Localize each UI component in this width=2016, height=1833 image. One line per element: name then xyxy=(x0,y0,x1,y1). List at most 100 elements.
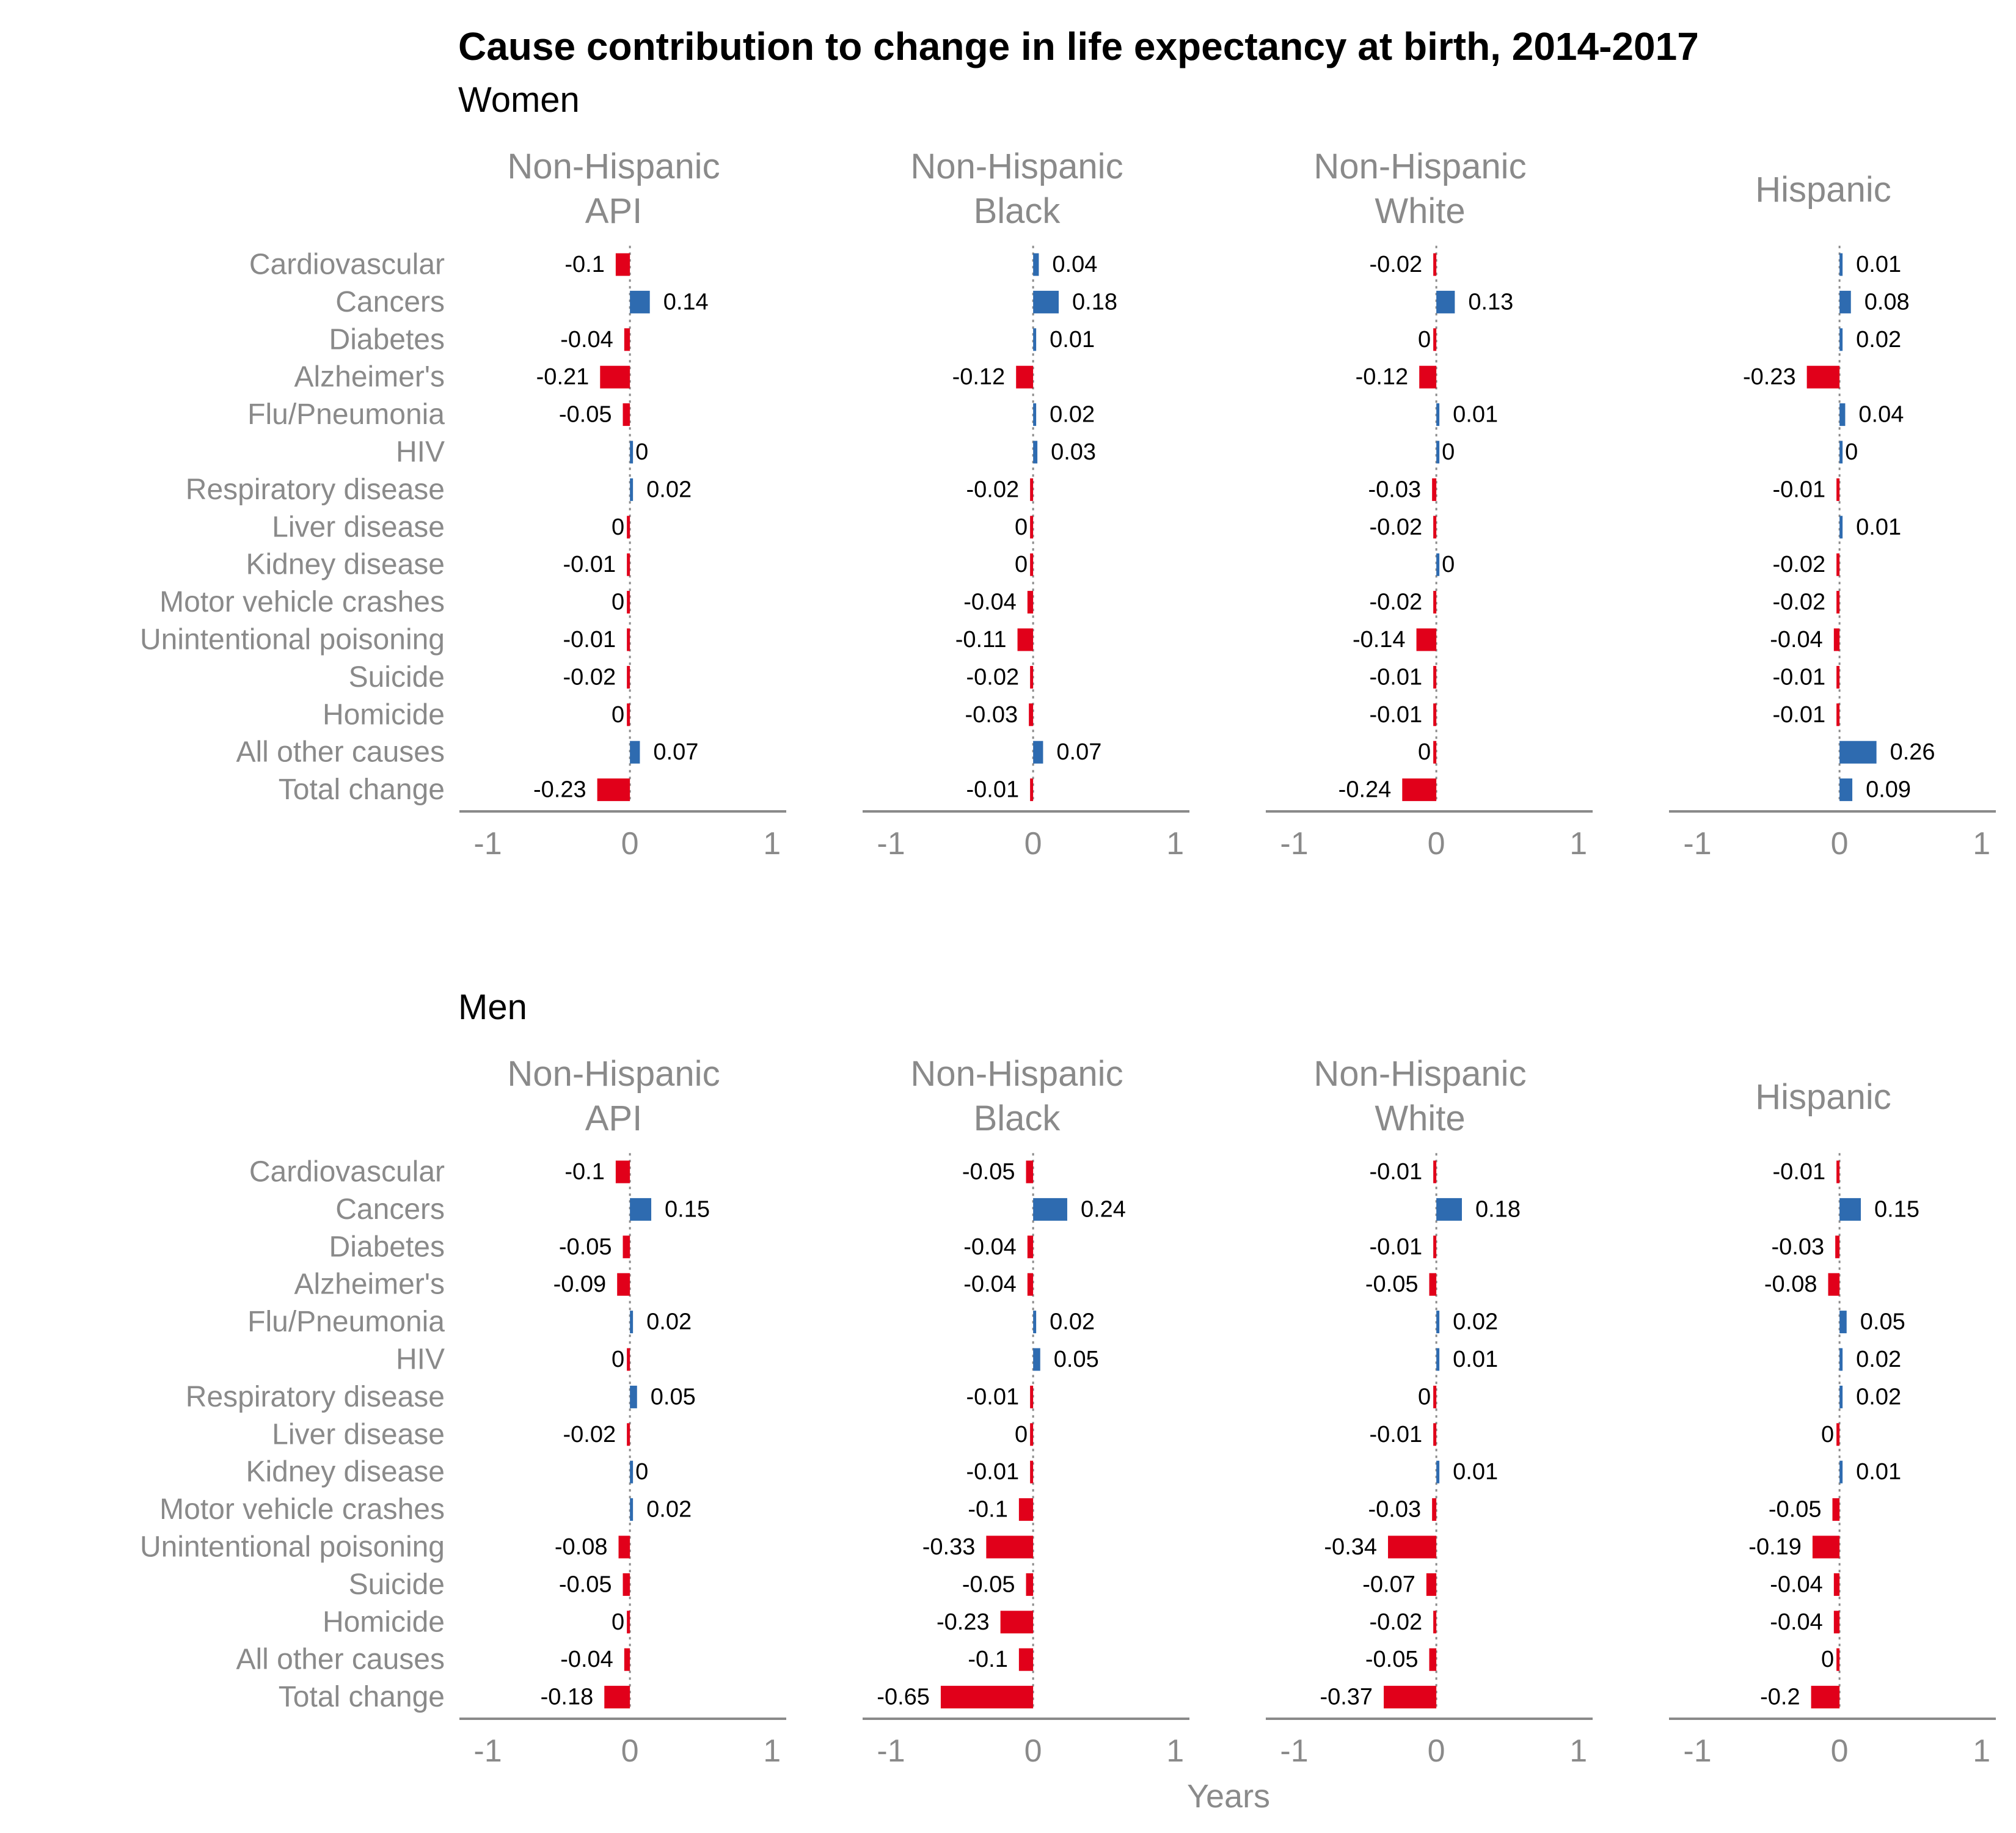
bar xyxy=(1030,1423,1034,1446)
data-label: -0.01 xyxy=(1773,664,1826,690)
bar xyxy=(627,1611,630,1634)
data-label: -0.02 xyxy=(1370,252,1423,277)
x-tick-label: 0 xyxy=(621,1733,639,1769)
data-label: -0.01 xyxy=(1370,702,1423,728)
bar xyxy=(1839,403,1846,426)
bar xyxy=(1033,1311,1037,1334)
data-label: 0 xyxy=(612,702,624,728)
data-label: -0.23 xyxy=(533,777,586,803)
data-label: -0.05 xyxy=(1365,1271,1419,1297)
bar xyxy=(1433,591,1437,614)
category-label: Cancers xyxy=(335,286,445,318)
facet-panel: Non-Hispanic Black -0.05 0.24 -0.04 -0.04 0.02… xyxy=(863,1054,1189,1769)
bar xyxy=(1388,1535,1437,1559)
category-label: Diabetes xyxy=(329,323,445,356)
bar xyxy=(1436,403,1440,426)
bar xyxy=(627,591,630,614)
data-label: 0 xyxy=(1418,327,1431,353)
data-label: 0.01 xyxy=(1453,1347,1498,1372)
bar xyxy=(630,290,650,313)
data-label: -0.04 xyxy=(560,327,613,353)
data-label: -0.02 xyxy=(1370,514,1423,540)
bar xyxy=(1436,290,1455,313)
bar xyxy=(627,1423,630,1446)
data-label: 0 xyxy=(612,514,624,540)
x-tick-label: -1 xyxy=(1683,1733,1711,1769)
facet-title: Hispanic xyxy=(1755,170,1891,210)
data-label: 0.02 xyxy=(1856,1384,1901,1410)
bar xyxy=(617,1273,630,1296)
bar xyxy=(1836,553,1840,576)
bar xyxy=(630,478,634,501)
bar xyxy=(1833,628,1840,651)
data-label: -0.01 xyxy=(1370,664,1423,690)
data-label: -0.02 xyxy=(1773,552,1826,577)
bar xyxy=(1839,1198,1861,1221)
x-tick-label: -1 xyxy=(473,1733,502,1769)
data-label: -0.04 xyxy=(560,1647,613,1672)
bar xyxy=(624,1648,630,1671)
data-label: 0.01 xyxy=(1856,514,1901,540)
bar xyxy=(1426,1573,1437,1596)
data-label: -0.23 xyxy=(937,1609,990,1635)
bar xyxy=(1429,1648,1437,1671)
bar xyxy=(623,1573,630,1596)
data-label: 0.13 xyxy=(1468,289,1513,315)
category-label: Motor vehicle crashes xyxy=(159,1493,445,1526)
data-label: -0.03 xyxy=(1368,1497,1422,1523)
bar xyxy=(1033,441,1038,464)
data-label: -0.04 xyxy=(963,1234,1017,1260)
facet-panel: Non-HispanicAPI-0.10.14-0.04-0.21-0.0500… xyxy=(459,147,786,862)
facet-panel: Hispanic -0.01 0.15 -0.03 -0.08 0.05 0.02 0.02 0… xyxy=(1669,1077,1996,1769)
x-tick-label: 0 xyxy=(1024,826,1042,862)
bar xyxy=(1030,553,1034,576)
bar xyxy=(1839,328,1843,351)
data-label: -0.12 xyxy=(1356,364,1409,390)
bar xyxy=(986,1535,1034,1559)
bar xyxy=(623,1235,630,1259)
data-label: -0.19 xyxy=(1748,1534,1802,1560)
category-label: Alzheimer's xyxy=(294,361,445,393)
data-label: 0.04 xyxy=(1858,402,1904,428)
data-label: 0.02 xyxy=(646,477,692,502)
data-label: 0 xyxy=(612,1347,624,1372)
bar xyxy=(1432,478,1437,501)
bar xyxy=(1017,628,1034,651)
category-label: Respiratory disease xyxy=(186,1381,445,1413)
data-label: -0.1 xyxy=(968,1647,1007,1672)
bar xyxy=(1811,1686,1840,1709)
data-label: -0.05 xyxy=(962,1571,1015,1597)
data-label: -0.01 xyxy=(1773,702,1826,728)
facet-title: Black xyxy=(974,1099,1061,1138)
bar xyxy=(624,328,630,351)
bar xyxy=(1432,1498,1437,1521)
bar xyxy=(1836,591,1840,614)
x-tick-label: -1 xyxy=(1280,1733,1308,1769)
bar xyxy=(627,703,630,726)
data-label: -0.05 xyxy=(1365,1647,1419,1672)
data-label: -0.14 xyxy=(1353,627,1406,653)
facet-panel: Hispanic0.010.080.02-0.230.040-0.010.01-… xyxy=(1669,170,1996,862)
data-label: -0.04 xyxy=(963,590,1017,615)
category-label: Kidney disease xyxy=(246,549,445,581)
bar xyxy=(1833,1611,1840,1634)
data-label: 0 xyxy=(1015,514,1028,540)
data-label: -0.07 xyxy=(1362,1571,1415,1597)
data-label: 0 xyxy=(1442,439,1455,465)
data-label: -0.03 xyxy=(1772,1234,1825,1260)
x-tick-label: 1 xyxy=(1569,826,1587,862)
facet-panel: Non-Hispanic API -0.1 0.15 -0.05 -0.09 0.02 0 0.… xyxy=(459,1054,786,1769)
data-label: -0.21 xyxy=(536,364,590,390)
data-label: -0.02 xyxy=(563,664,616,690)
data-label: -0.01 xyxy=(1773,477,1826,502)
bar xyxy=(1026,1160,1034,1184)
facet-title: Non-Hispanic xyxy=(1313,147,1526,186)
bar xyxy=(597,778,630,802)
category-label: All other causes xyxy=(236,1644,445,1676)
bar xyxy=(627,516,630,539)
bar xyxy=(1436,1311,1440,1334)
data-label: -0.01 xyxy=(563,552,616,577)
data-label: 0.15 xyxy=(1874,1196,1919,1222)
x-tick-label: -1 xyxy=(1683,826,1711,862)
bar xyxy=(630,441,634,464)
